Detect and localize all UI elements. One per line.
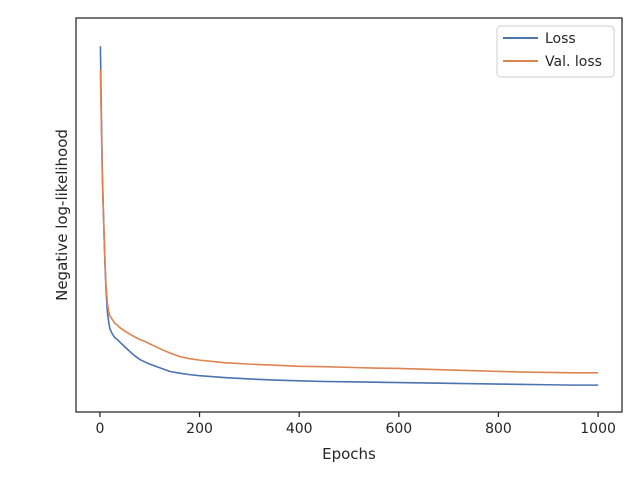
series-line-loss <box>99 46 599 386</box>
x-tick-label-200: 200 <box>186 421 213 437</box>
x-tick-label-800: 800 <box>485 421 512 437</box>
x-axis: 0 200 400 600 800 1000 <box>95 412 616 437</box>
legend-label-loss: Loss <box>545 31 576 47</box>
legend: Loss Val. loss <box>496 25 615 78</box>
plot-area-frame <box>75 17 623 413</box>
x-tick-label-600: 600 <box>385 421 412 437</box>
series-line-val-loss <box>99 69 599 374</box>
x-tick-label-400: 400 <box>286 421 313 437</box>
series-layer <box>99 46 599 386</box>
x-tick-label-0: 0 <box>95 421 104 437</box>
x-axis-label: Epochs <box>322 445 376 463</box>
x-tick-label-1000: 1000 <box>580 421 616 437</box>
y-axis-label: Negative log-likelihood <box>53 129 71 301</box>
legend-label-val-loss: Val. loss <box>545 54 602 70</box>
